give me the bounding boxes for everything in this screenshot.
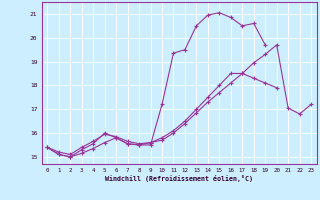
X-axis label: Windchill (Refroidissement éolien,°C): Windchill (Refroidissement éolien,°C) — [105, 175, 253, 182]
